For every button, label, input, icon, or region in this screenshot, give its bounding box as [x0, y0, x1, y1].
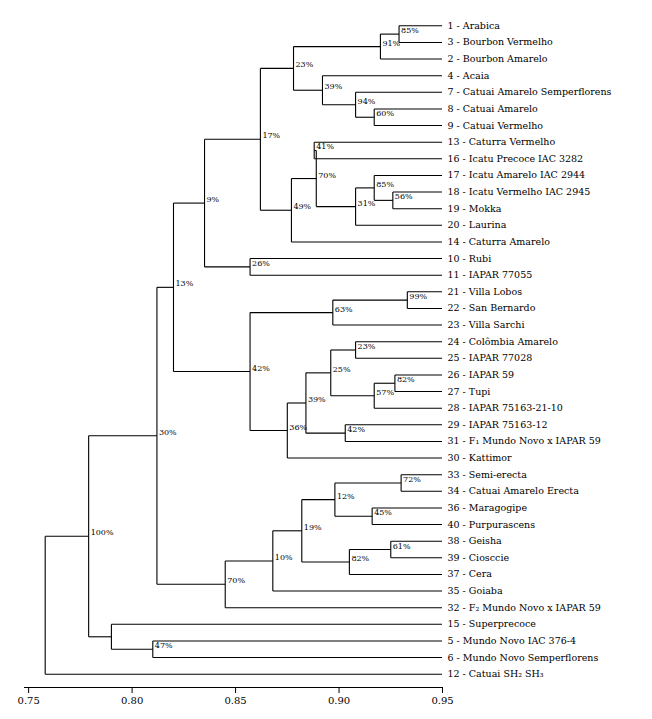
svg-text:36%: 36% — [289, 423, 307, 432]
svg-text:22 - San Bernardo: 22 - San Bernardo — [448, 302, 536, 313]
svg-text:82%: 82% — [351, 554, 369, 563]
svg-text:5 - Mundo Novo IAC 376-4: 5 - Mundo Novo IAC 376-4 — [448, 635, 577, 646]
svg-text:4 - Acaia: 4 - Acaia — [448, 70, 490, 81]
svg-text:85%: 85% — [401, 26, 419, 35]
svg-text:18 - Icatu Vermelho IAC 2945: 18 - Icatu Vermelho IAC 2945 — [448, 186, 591, 197]
svg-text:39%: 39% — [308, 395, 326, 404]
svg-text:57%: 57% — [376, 388, 394, 397]
svg-text:3 - Bourbon Vermelho: 3 - Bourbon Vermelho — [448, 36, 554, 47]
svg-text:23%: 23% — [296, 60, 314, 69]
svg-text:8 - Catuai Amarelo: 8 - Catuai Amarelo — [448, 103, 539, 114]
svg-text:82%: 82% — [397, 375, 415, 384]
svg-text:20 - Laurina: 20 - Laurina — [448, 219, 507, 230]
svg-text:70%: 70% — [227, 576, 245, 585]
svg-text:9%: 9% — [207, 195, 220, 204]
svg-text:6 - Mundo Novo Semperflorens: 6 - Mundo Novo Semperflorens — [448, 652, 599, 663]
svg-text:26%: 26% — [252, 259, 270, 268]
svg-text:47%: 47% — [155, 641, 173, 650]
svg-text:25 - IAPAR 77028: 25 - IAPAR 77028 — [448, 352, 533, 363]
svg-text:28 - IAPAR 75163-21-10: 28 - IAPAR 75163-21-10 — [448, 402, 563, 413]
svg-text:30 - Kattimor: 30 - Kattimor — [448, 452, 513, 463]
svg-text:37 - Cera: 37 - Cera — [448, 568, 493, 579]
svg-text:12 - Catuai SH₂ SH₃: 12 - Catuai SH₂ SH₃ — [448, 668, 544, 679]
svg-text:19 - Mokka: 19 - Mokka — [448, 203, 502, 214]
svg-text:10 - Rubi: 10 - Rubi — [448, 253, 492, 264]
svg-text:23 - Villa Sarchi: 23 - Villa Sarchi — [448, 319, 525, 330]
svg-text:2 - Bourbon Amarelo: 2 - Bourbon Amarelo — [448, 53, 548, 64]
svg-text:91%: 91% — [382, 39, 400, 48]
svg-text:21 - Villa Lobos: 21 - Villa Lobos — [448, 286, 523, 297]
svg-text:29 - IAPAR 75163-12: 29 - IAPAR 75163-12 — [448, 419, 548, 430]
svg-text:15 - Superprecoce: 15 - Superprecoce — [448, 618, 537, 629]
svg-text:23%: 23% — [358, 342, 376, 351]
svg-text:0.75: 0.75 — [18, 695, 40, 706]
svg-text:45%: 45% — [374, 508, 392, 517]
svg-text:0.85: 0.85 — [224, 695, 246, 706]
svg-text:0.90: 0.90 — [328, 695, 350, 706]
svg-text:0.80: 0.80 — [121, 695, 143, 706]
svg-text:0.95: 0.95 — [431, 695, 453, 706]
svg-text:42%: 42% — [252, 364, 270, 373]
svg-text:72%: 72% — [403, 475, 421, 484]
svg-text:85%: 85% — [376, 180, 394, 189]
svg-text:19%: 19% — [304, 523, 322, 532]
svg-text:99%: 99% — [409, 292, 427, 301]
svg-text:60%: 60% — [376, 109, 394, 118]
svg-text:16 - Icatu Precoce IAC 3282: 16 - Icatu Precoce IAC 3282 — [448, 153, 584, 164]
svg-text:7 - Catuai Amarelo Semperflore: 7 - Catuai Amarelo Semperflorens — [448, 86, 612, 97]
svg-text:14 - Caturra Amarelo: 14 - Caturra Amarelo — [448, 236, 551, 247]
svg-text:42%: 42% — [347, 425, 365, 434]
svg-text:32 - F₂ Mundo Novo x IAPAR 59: 32 - F₂ Mundo Novo x IAPAR 59 — [448, 602, 601, 613]
svg-text:24 - Colômbia Amarelo: 24 - Colômbia Amarelo — [448, 336, 559, 347]
svg-text:26 - IAPAR 59: 26 - IAPAR 59 — [448, 369, 515, 380]
svg-text:17%: 17% — [262, 131, 280, 140]
svg-text:31%: 31% — [358, 199, 376, 208]
svg-text:9 - Catuai Vermelho: 9 - Catuai Vermelho — [448, 120, 544, 131]
svg-text:31 - F₁ Mundo Novo x IAPAR 59: 31 - F₁ Mundo Novo x IAPAR 59 — [448, 435, 601, 446]
svg-text:10%: 10% — [275, 553, 293, 562]
svg-text:100%: 100% — [91, 528, 114, 537]
svg-text:94%: 94% — [358, 97, 376, 106]
svg-text:33 - Semi-erecta: 33 - Semi-erecta — [448, 469, 528, 480]
svg-text:70%: 70% — [318, 171, 336, 180]
svg-text:1 - Arabica: 1 - Arabica — [448, 20, 501, 31]
svg-text:36 - Maragogipe: 36 - Maragogipe — [448, 502, 528, 513]
svg-text:27 - Tupi: 27 - Tupi — [448, 386, 491, 397]
svg-text:49%: 49% — [293, 202, 311, 211]
svg-text:35 - Goiaba: 35 - Goiaba — [448, 585, 503, 596]
svg-text:25%: 25% — [333, 365, 351, 374]
svg-text:13%: 13% — [175, 279, 193, 288]
svg-text:40 - Purpurascens: 40 - Purpurascens — [448, 519, 536, 530]
svg-text:61%: 61% — [393, 542, 411, 551]
svg-text:17 - Icatu Amarelo IAC 2944: 17 - Icatu Amarelo IAC 2944 — [448, 169, 586, 180]
svg-text:63%: 63% — [335, 305, 353, 314]
svg-text:41%: 41% — [316, 142, 334, 151]
svg-text:12%: 12% — [337, 492, 355, 501]
svg-text:34 - Catuai Amarelo Erecta: 34 - Catuai Amarelo Erecta — [448, 485, 580, 496]
svg-text:56%: 56% — [395, 192, 413, 201]
svg-text:38 - Geisha: 38 - Geisha — [448, 535, 503, 546]
svg-text:11 - IAPAR 77055: 11 - IAPAR 77055 — [448, 269, 533, 280]
svg-text:39%: 39% — [324, 82, 342, 91]
svg-text:39 - Ciosccie: 39 - Ciosccie — [448, 552, 510, 563]
svg-text:13 - Caturra Vermelho: 13 - Caturra Vermelho — [448, 136, 556, 147]
svg-text:30%: 30% — [159, 428, 177, 437]
